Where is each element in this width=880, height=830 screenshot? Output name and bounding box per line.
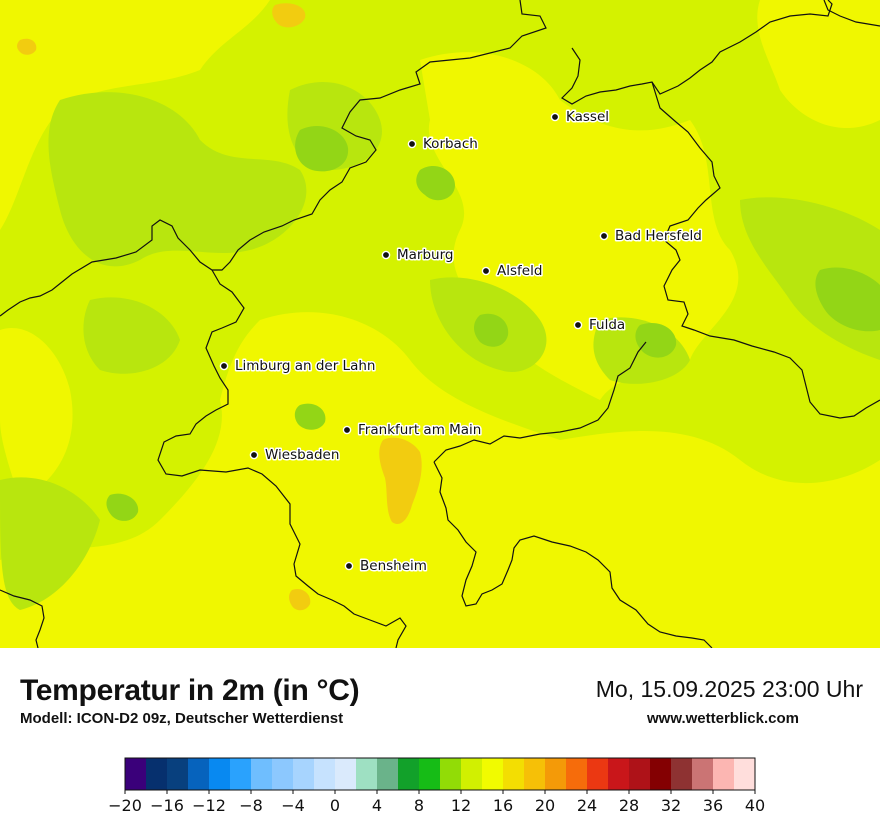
- scale-tick-label: −16: [150, 796, 184, 815]
- color-swatch: [566, 758, 588, 790]
- city-kassel: Kassel: [550, 108, 611, 127]
- color-swatch: [461, 758, 483, 790]
- color-swatch: [713, 758, 735, 790]
- model-source: Modell: ICON-D2 09z, Deutscher Wetterdie…: [20, 710, 344, 727]
- city-dot: [599, 231, 609, 241]
- scale-tick-label: −12: [192, 796, 226, 815]
- color-swatch: [272, 758, 294, 790]
- color-swatch: [125, 758, 147, 790]
- color-swatch: [335, 758, 357, 790]
- color-swatch: [524, 758, 546, 790]
- color-swatch: [440, 758, 462, 790]
- city-dot: [550, 112, 560, 122]
- color-swatch: [167, 758, 189, 790]
- city-label: Alsfeld: [497, 263, 542, 279]
- city-label: Frankfurt am Main: [358, 422, 481, 438]
- color-swatch: [503, 758, 525, 790]
- color-swatch: [545, 758, 567, 790]
- state-borders: [0, 0, 880, 648]
- city-korbach: Korbach: [407, 135, 479, 154]
- info-panel: Temperatur in 2m (in °C) Modell: ICON-D2…: [0, 648, 880, 830]
- color-swatch: [356, 758, 378, 790]
- scale-tick-label: −4: [281, 796, 305, 815]
- color-swatch: [482, 758, 504, 790]
- color-swatch: [398, 758, 420, 790]
- color-swatch: [587, 758, 609, 790]
- color-swatch: [734, 758, 756, 790]
- city-frankfurt-am-main: Frankfurt am Main: [342, 421, 483, 440]
- city-bensheim: Bensheim: [344, 557, 428, 576]
- scale-tick-label: 36: [703, 796, 723, 815]
- city-markers: Kassel Korbach Bad Hersfeld Marburg Alsfeld F…: [219, 108, 703, 576]
- scale-tick-label: 40: [745, 796, 765, 815]
- color-swatch: [671, 758, 693, 790]
- city-dot: [481, 266, 491, 276]
- color-swatch: [650, 758, 672, 790]
- city-wiesbaden: Wiesbaden: [249, 446, 341, 465]
- city-label: Kassel: [566, 109, 609, 125]
- color-swatch: [293, 758, 315, 790]
- city-limburg-an-der-lahn: Limburg an der Lahn: [219, 357, 377, 376]
- city-label: Fulda: [589, 317, 625, 333]
- city-label: Bad Hersfeld: [615, 228, 702, 244]
- city-label: Marburg: [397, 247, 453, 263]
- color-swatch: [251, 758, 273, 790]
- scale-tick-label: 24: [577, 796, 597, 815]
- color-swatch: [230, 758, 252, 790]
- color-swatch: [209, 758, 231, 790]
- website-link[interactable]: www.wetterblick.com: [647, 710, 799, 727]
- color-swatch: [692, 758, 714, 790]
- city-label: Limburg an der Lahn: [235, 358, 375, 374]
- temperature-map: Kassel Korbach Bad Hersfeld Marburg Alsfeld F…: [0, 0, 880, 648]
- scale-tick-label: 20: [535, 796, 555, 815]
- color-scale: −20 −16 −12 −8 −4 0 4 8 12 16 20 24 28 32 36 40: [108, 757, 765, 815]
- cooler-zones: [106, 126, 880, 521]
- city-dot: [381, 250, 391, 260]
- city-label: Bensheim: [360, 558, 427, 574]
- city-alsfeld: Alsfeld: [481, 262, 544, 281]
- color-swatch: [608, 758, 630, 790]
- color-swatch: [629, 758, 651, 790]
- city-dot: [344, 561, 354, 571]
- scale-tick-label: 4: [372, 796, 382, 815]
- city-dot: [407, 139, 417, 149]
- scale-tick-label: 28: [619, 796, 639, 815]
- city-bad-hersfeld: Bad Hersfeld: [599, 227, 703, 246]
- hot-zones: [17, 3, 422, 611]
- chart-title: Temperatur in 2m (in °C): [20, 674, 360, 707]
- city-label: Korbach: [423, 136, 478, 152]
- scale-tick-label: 16: [493, 796, 513, 815]
- city-dot: [249, 450, 259, 460]
- city-dot: [573, 320, 583, 330]
- scale-tick-label: 8: [414, 796, 424, 815]
- scale-tick-label: −20: [108, 796, 142, 815]
- scale-tick-label: 12: [451, 796, 471, 815]
- forecast-datetime: Mo, 15.09.2025 23:00 Uhr: [595, 676, 863, 702]
- color-swatch: [188, 758, 210, 790]
- scale-tick-label: 32: [661, 796, 681, 815]
- city-marburg: Marburg: [381, 246, 455, 265]
- scale-tick-label: 0: [330, 796, 340, 815]
- color-swatch: [377, 758, 399, 790]
- city-dot: [342, 425, 352, 435]
- color-swatch: [146, 758, 168, 790]
- color-scale-frame: [124, 757, 756, 791]
- city-fulda: Fulda: [573, 316, 627, 335]
- scale-tick-label: −8: [239, 796, 263, 815]
- color-swatch: [314, 758, 336, 790]
- city-label: Wiesbaden: [265, 447, 339, 463]
- color-swatch: [419, 758, 441, 790]
- city-dot: [219, 361, 229, 371]
